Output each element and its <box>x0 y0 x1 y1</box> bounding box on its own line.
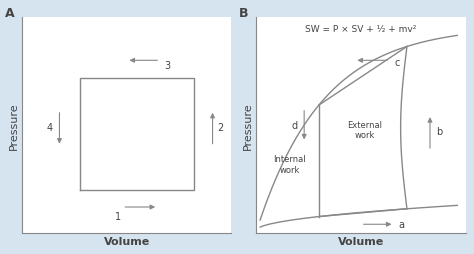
Text: a: a <box>399 219 404 229</box>
Text: 1: 1 <box>115 212 121 221</box>
Text: 4: 4 <box>47 123 53 133</box>
Text: c: c <box>394 58 400 68</box>
X-axis label: Volume: Volume <box>337 236 384 246</box>
Y-axis label: Pressure: Pressure <box>9 102 19 149</box>
Text: A: A <box>5 7 15 20</box>
Y-axis label: Pressure: Pressure <box>243 102 253 149</box>
X-axis label: Volume: Volume <box>103 236 150 246</box>
Text: External
work: External work <box>347 120 383 139</box>
Text: b: b <box>436 127 443 137</box>
Text: B: B <box>239 7 249 20</box>
Text: Internal
work: Internal work <box>273 154 306 174</box>
Text: 2: 2 <box>217 123 223 133</box>
Text: 3: 3 <box>164 60 171 70</box>
Text: SW = P × SV + ¹⁄₂ + mv²: SW = P × SV + ¹⁄₂ + mv² <box>305 25 417 34</box>
Text: d: d <box>292 121 298 131</box>
